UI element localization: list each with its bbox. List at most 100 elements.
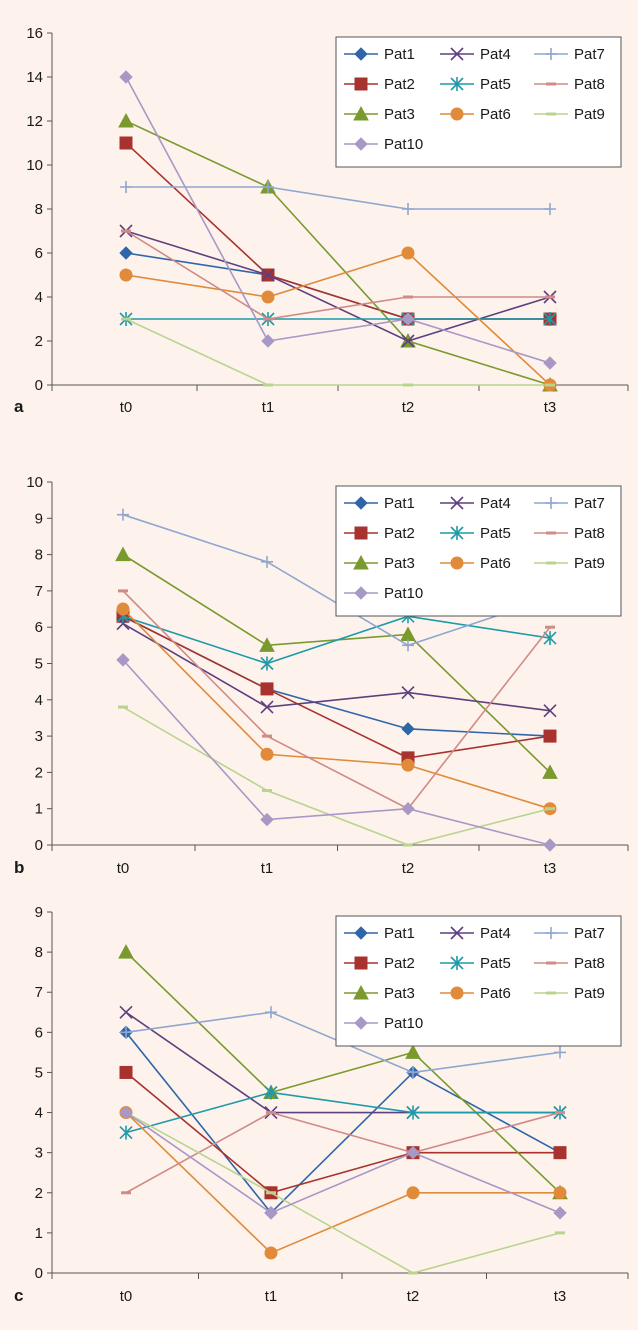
data-point	[401, 246, 415, 260]
y-tick-label: 3	[35, 1145, 43, 1162]
data-point	[261, 268, 275, 282]
series-pat10	[119, 1105, 567, 1220]
legend-label: Pat6	[480, 106, 511, 123]
x-tick-label: t2	[402, 860, 415, 877]
series-pat8	[121, 229, 555, 321]
legend-item: Pat1	[344, 495, 415, 512]
x-tick-label: t0	[120, 1288, 133, 1305]
y-tick-label: 7	[35, 583, 43, 600]
legend-swatch-marker	[450, 556, 464, 570]
y-tick-label: 16	[26, 25, 43, 42]
legend-swatch-marker	[450, 526, 464, 540]
y-tick-label: 3	[35, 728, 43, 745]
data-point	[401, 312, 415, 326]
legend-item: Pat9	[534, 106, 605, 123]
x-tick-label: t3	[544, 399, 557, 416]
series-pat1	[119, 246, 557, 326]
series-line	[125, 1111, 560, 1254]
series-line	[122, 590, 551, 810]
panel-letter: c	[14, 1286, 23, 1305]
legend-label: Pat10	[384, 585, 423, 602]
series-line	[125, 318, 550, 386]
legend-label: Pat4	[480, 495, 511, 512]
data-point	[260, 682, 274, 696]
series-pat5	[119, 312, 557, 326]
y-tick-label: 8	[35, 547, 43, 564]
legend-swatch-marker	[450, 926, 464, 940]
series-line	[122, 659, 551, 846]
data-point	[119, 1105, 133, 1120]
data-point	[119, 70, 133, 84]
legend-label: Pat7	[574, 495, 605, 512]
x-tick-label: t1	[261, 860, 274, 877]
legend-label: Pat3	[384, 555, 415, 572]
data-point	[119, 1065, 133, 1079]
legend-swatch-marker	[545, 497, 557, 509]
legend-label: Pat7	[574, 925, 605, 942]
data-point	[553, 1186, 567, 1200]
y-tick-label: 5	[35, 656, 43, 673]
legend-swatch-marker	[354, 526, 368, 540]
series-line	[125, 142, 550, 320]
x-tick-label: t3	[554, 1288, 567, 1305]
data-point	[116, 653, 130, 667]
legend-box	[335, 485, 622, 617]
y-tick-label: 0	[35, 837, 43, 854]
data-point	[407, 1066, 419, 1079]
x-tick-label: t0	[120, 399, 133, 416]
legend-label: Pat1	[384, 495, 415, 512]
data-point	[554, 1046, 566, 1059]
x-tick-label: t1	[265, 1288, 278, 1305]
legend-item: Pat6	[440, 985, 511, 1002]
data-point	[553, 1146, 567, 1160]
data-point	[119, 136, 133, 150]
legend-swatch-marker	[450, 496, 464, 510]
legend-swatch-marker	[450, 956, 464, 970]
legend-label: Pat2	[384, 76, 415, 93]
x-tick-label: t2	[402, 399, 415, 416]
legend-label: Pat6	[480, 985, 511, 1002]
y-tick-label: 10	[26, 474, 43, 491]
y-tick-label: 6	[35, 619, 43, 636]
legend-label: Pat10	[384, 136, 423, 153]
series-line	[125, 230, 551, 342]
data-point	[118, 112, 134, 128]
legend-item: Pat7	[534, 925, 605, 942]
legend-item: Pat7	[534, 46, 605, 63]
data-point	[261, 555, 273, 568]
data-point	[543, 312, 557, 326]
legend-label: Pat1	[384, 46, 415, 63]
legend-swatch-marker	[354, 77, 368, 91]
series-pat10	[119, 70, 557, 370]
legend-item: Pat1	[344, 46, 415, 63]
data-point	[401, 685, 415, 700]
x-tick-label: t1	[262, 399, 275, 416]
series-line	[126, 186, 550, 210]
y-tick-label: 0	[35, 377, 43, 394]
legend-label: Pat3	[384, 985, 415, 1002]
data-point	[116, 602, 130, 616]
data-point	[406, 1105, 420, 1120]
y-tick-label: 4	[35, 289, 43, 306]
series-line	[125, 1111, 561, 1274]
legend-item: Pat3	[344, 554, 415, 572]
data-point	[543, 704, 557, 718]
data-point	[260, 700, 274, 714]
y-tick-label: 2	[35, 333, 43, 350]
legend-swatch-marker	[354, 47, 368, 61]
data-point	[265, 1006, 277, 1019]
legend-item: Pat7	[534, 495, 605, 512]
legend-item: Pat4	[440, 925, 511, 942]
legend-item: Pat1	[344, 925, 415, 942]
data-point	[117, 508, 129, 521]
legend-item: Pat2	[344, 955, 415, 972]
data-point	[260, 747, 274, 761]
legend-swatch-marker	[354, 956, 368, 970]
legend-item: Pat5	[440, 955, 511, 972]
series-pat5	[119, 1085, 567, 1140]
data-point	[406, 1186, 420, 1200]
legend-swatch-marker	[353, 105, 369, 121]
data-point	[402, 203, 414, 215]
data-point	[406, 1145, 420, 1160]
